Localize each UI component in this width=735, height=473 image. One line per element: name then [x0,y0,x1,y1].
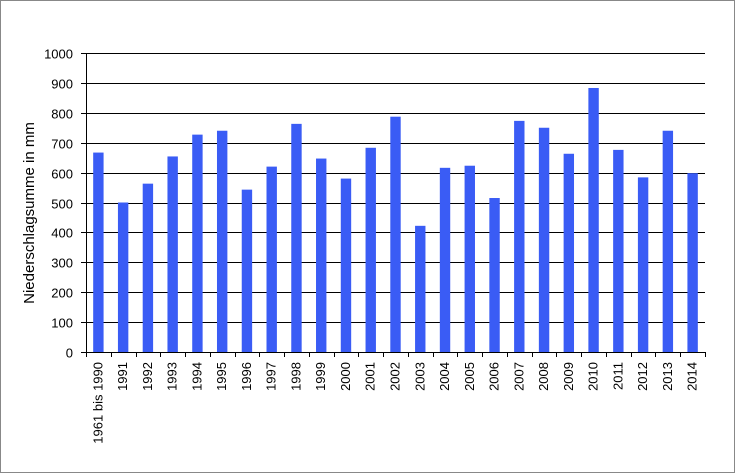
y-tick-label: 500 [51,197,73,212]
bar [192,134,203,352]
y-tick-labels: 0 100 200 300 400 500 600 700 800 900 1000 [44,47,86,361]
x-tick-label: 2011 [610,362,625,390]
bar [167,156,178,352]
bar [563,153,575,352]
x-tick-label: 2008 [536,362,551,391]
x-tick-label: 1992 [140,362,155,391]
bar [390,116,401,352]
x-tick-label: 1994 [189,362,204,391]
y-tick-label: 1000 [44,47,73,62]
x-tick-label: 2002 [388,362,403,391]
y-tick-label: 300 [51,256,73,271]
x-tick-label: 2009 [561,362,576,391]
x-tick-label: 1996 [239,362,254,391]
y-tick-label: 100 [51,316,73,331]
x-tick-label: 2001 [363,362,378,391]
bar [415,225,426,352]
x-tick-label: 2000 [338,362,353,391]
y-axis-label: Niederschlagsumme in mm [21,122,38,304]
x-tick-label: 1999 [313,362,328,391]
bar [489,198,500,352]
bar-series [93,87,698,353]
bar [365,147,376,352]
bar [662,130,674,352]
axes [86,53,705,353]
x-tick-label: 2013 [660,362,675,391]
bar [613,149,624,352]
bar [266,166,277,352]
bar [216,130,228,352]
x-tick-label: 2012 [635,362,650,391]
y-tick-label: 900 [51,77,73,92]
bar [687,173,698,352]
bar [464,165,475,352]
bar [588,87,599,352]
bar [291,123,302,352]
bar [241,189,253,352]
x-tick-label: 2006 [487,362,502,391]
bar [340,178,352,352]
y-tick-label: 0 [66,346,73,361]
x-tick-label: 1995 [214,362,229,391]
bar [514,120,525,353]
x-tick-label: 2005 [462,362,477,391]
y-tick-label: 400 [51,226,73,241]
bar [439,167,451,352]
y-tick-label: 700 [51,137,73,152]
x-tick-label: 2010 [586,362,601,391]
x-tick-label: 1961 bis 1990 [90,362,105,444]
x-tick-label: 1993 [165,362,180,391]
x-tick-labels: 1961 bis 1990 1991 1992 1993 1994 1995 1996 199… [86,352,706,444]
x-tick-label: 1997 [264,362,279,391]
bar [93,152,104,352]
x-tick-label: 2014 [685,362,700,391]
bar [117,202,129,352]
y-tick-label: 600 [51,167,73,182]
bar [142,183,154,352]
y-tick-label: 200 [51,286,73,301]
x-tick-label: 2004 [437,362,452,391]
bar [637,177,649,352]
bar [316,158,327,352]
x-tick-label: 2003 [412,362,427,391]
gridlines [86,53,705,323]
y-tick-label: 800 [51,107,73,122]
x-tick-label: 1991 [115,362,130,391]
x-tick-label: 1998 [288,362,303,391]
bar [538,127,550,352]
x-tick-label: 2007 [511,362,526,391]
